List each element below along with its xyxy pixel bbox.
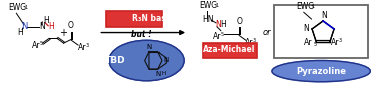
Text: Ar: Ar [78,43,87,52]
Text: Ar: Ar [32,41,40,50]
Text: or: or [263,28,271,37]
Text: N: N [215,20,221,29]
Text: Pyrazoline: Pyrazoline [296,67,346,76]
Text: EWG: EWG [9,3,27,12]
Text: 5: 5 [313,42,316,47]
Text: Ar: Ar [245,38,253,47]
FancyBboxPatch shape [274,5,368,58]
Text: 5: 5 [39,41,43,46]
Text: ₃N bases: ₃N bases [138,14,175,23]
Text: 1: 1 [311,4,314,9]
Text: 3: 3 [86,43,89,48]
Text: but !: but ! [132,30,152,39]
Text: N: N [39,22,45,31]
Text: EWG: EWG [296,2,314,11]
Text: N: N [146,44,152,50]
FancyBboxPatch shape [203,43,257,58]
Text: N: N [163,57,168,63]
Text: N: N [304,24,309,33]
Text: O: O [67,21,73,30]
Text: 5: 5 [221,32,224,37]
Text: Aza-Michael: Aza-Michael [203,45,256,54]
Text: TBD: TBD [104,56,125,65]
Text: Ar: Ar [331,38,339,47]
FancyBboxPatch shape [105,11,163,27]
Text: H: H [48,22,54,31]
Text: 1: 1 [215,3,218,8]
Text: +: + [59,28,67,38]
Text: H: H [220,20,226,29]
Text: O: O [236,17,242,26]
Text: R: R [131,14,137,23]
Text: N: N [321,11,327,19]
Ellipse shape [272,60,370,82]
Text: HN: HN [203,15,214,24]
Text: H: H [17,28,23,37]
Text: 3: 3 [253,38,256,43]
Text: Ar: Ar [213,32,222,41]
Text: Ar: Ar [304,38,313,47]
Text: 1: 1 [24,5,27,10]
Text: EWG: EWG [200,1,218,10]
Ellipse shape [109,40,184,81]
Text: H: H [43,16,49,26]
Text: H: H [161,71,165,76]
Text: N: N [21,22,27,31]
Text: N: N [155,71,160,77]
Text: 3: 3 [339,38,342,43]
